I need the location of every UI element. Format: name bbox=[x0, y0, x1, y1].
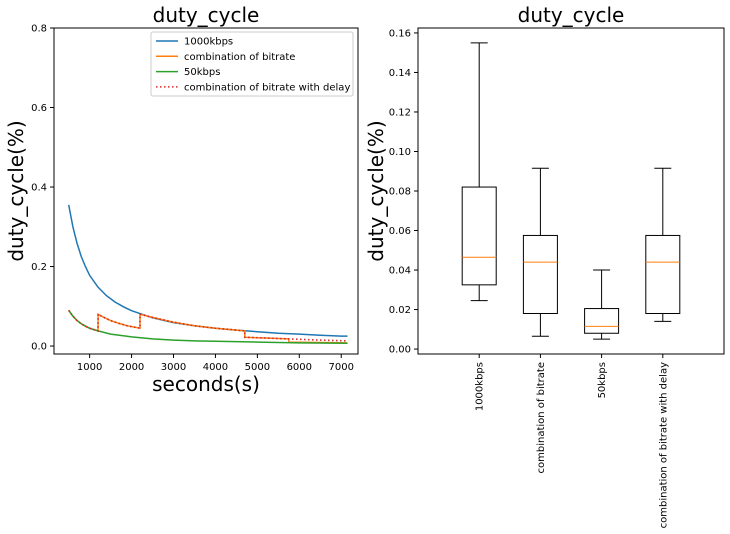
x-tick-label: 5000 bbox=[245, 362, 270, 373]
legend-label: 50kbps bbox=[184, 67, 220, 78]
y-tick-label: 0.06 bbox=[389, 226, 411, 237]
y-tick-label: 0.10 bbox=[389, 147, 411, 158]
x-tick-label: 1000 bbox=[77, 362, 102, 373]
y-tick-label: 0.04 bbox=[389, 266, 411, 277]
y-tick-label: 0.6 bbox=[31, 103, 47, 114]
x-tick-label: 6000 bbox=[287, 362, 312, 373]
box-body bbox=[584, 308, 620, 334]
box-body bbox=[461, 186, 497, 286]
x-tick-label: combination of bitrate with delay bbox=[658, 362, 669, 528]
y-tick-label: 0.16 bbox=[389, 28, 411, 39]
x-tick-label: combination of bitrate bbox=[536, 362, 547, 473]
y-tick-label: 0.08 bbox=[389, 187, 411, 198]
y-tick-label: 0.4 bbox=[31, 183, 47, 194]
y-tick-label: 0.14 bbox=[389, 68, 411, 79]
x-tick-label: 7000 bbox=[329, 362, 354, 373]
y-tick-label: 0.02 bbox=[389, 305, 411, 316]
box-2 bbox=[584, 269, 620, 340]
box-plot-boxes bbox=[461, 42, 681, 340]
line-chart-title: duty_cycle bbox=[153, 3, 260, 27]
box-plot-plot-frame bbox=[417, 27, 725, 355]
line-chart-series bbox=[67, 204, 348, 345]
y-tick-label: 0.0 bbox=[31, 342, 47, 353]
y-tick-label: 0.00 bbox=[389, 345, 411, 356]
line-chart-x-axis-label: seconds(s) bbox=[152, 372, 260, 396]
x-tick-label: 3000 bbox=[161, 362, 186, 373]
legend-label: combination of bitrate with delay bbox=[184, 82, 350, 93]
series-line-2 bbox=[68, 309, 348, 345]
line-chart-ticks: 1000 2000 3000 4000 5000 6000 7000 0.0 0.2 0.4 0.6… bbox=[31, 24, 354, 374]
box-plot-ticks: 0.00 0.02 0.04 0.06 0.08 0.10 0.12 0.14 0.16 1000… bbox=[389, 28, 670, 528]
legend-label: combination of bitrate bbox=[184, 52, 295, 63]
box-3 bbox=[645, 167, 681, 322]
line-chart-plot-frame bbox=[53, 27, 359, 355]
y-tick-label: 0.12 bbox=[389, 107, 411, 118]
x-tick-label: 1000kbps bbox=[475, 362, 486, 411]
box-body bbox=[645, 234, 681, 314]
box-body bbox=[522, 234, 558, 314]
x-tick-label: 50kbps bbox=[597, 362, 608, 398]
box-plot-y-axis-label: duty_cycle(%) bbox=[364, 120, 388, 261]
x-tick-label: 4000 bbox=[203, 362, 228, 373]
y-tick-label: 0.2 bbox=[31, 262, 47, 273]
y-tick-label: 0.8 bbox=[31, 24, 47, 35]
x-tick-label: 2000 bbox=[119, 362, 144, 373]
line-chart: duty_cycle 1000 2000 3000 4000 5000 6000 7000 0… bbox=[4, 3, 359, 396]
box-1 bbox=[522, 167, 558, 337]
line-chart-y-axis-label: duty_cycle(%) bbox=[4, 120, 28, 261]
box-plot-title: duty_cycle bbox=[518, 3, 625, 27]
legend-frame bbox=[150, 31, 354, 97]
legend-label: 1000kbps bbox=[184, 37, 233, 48]
box-0 bbox=[461, 42, 497, 302]
line-chart-legend: 1000kbps combination of bitrate 50kbps comb… bbox=[150, 31, 354, 97]
box-plot: duty_cycle 0.000.020.040.060.080.100.120… bbox=[364, 3, 725, 528]
